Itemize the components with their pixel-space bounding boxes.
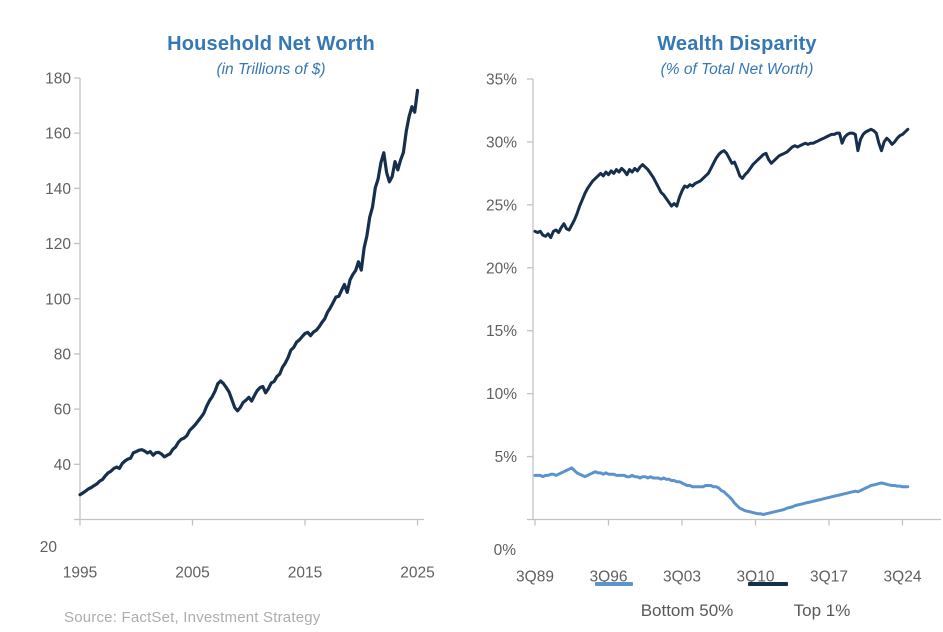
- household-net-worth-x-tick-label: 2025: [400, 565, 434, 582]
- right-chart-title: Wealth Disparity: [657, 33, 817, 55]
- wealth-disparity-x-tick-label: 3Q89: [516, 569, 554, 586]
- household-net-worth-y-tick-label: 80: [54, 346, 72, 363]
- wealth-disparity-x-tick-label: 3Q24: [884, 569, 922, 586]
- household-net-worth-x-tick-label: 2015: [288, 565, 322, 582]
- household-net-worth-y-tick-label: 140: [45, 181, 71, 198]
- wealth-disparity-y-tick-label: 25%: [486, 197, 517, 214]
- right-chart-subtitle: (% of Total Net Worth): [660, 61, 814, 78]
- wealth-disparity-x-tick-label: 3Q03: [663, 569, 701, 586]
- household-net-worth-y-tick-label: 20: [40, 539, 58, 556]
- household-net-worth-y-tick-label: 120: [45, 236, 71, 253]
- wealth-disparity-x-tick-label: 3Q17: [810, 569, 848, 586]
- household-net-worth-y-tick-label: 160: [45, 126, 71, 143]
- series-household-net-worth: [78, 88, 420, 497]
- series-bottom-50-: [533, 466, 910, 516]
- wealth-disparity-x-tick-label: 3Q10: [737, 569, 775, 586]
- left-chart-subtitle: (in Trillions of $): [216, 61, 326, 78]
- household-net-worth-x-tick-label: 1995: [63, 565, 97, 582]
- wealth-disparity-y-tick-label: 35%: [486, 72, 517, 89]
- household-net-worth-y-tick-label: 40: [54, 457, 72, 474]
- legend-line-bottom50: [595, 582, 633, 586]
- household-net-worth-y-tick-label: 180: [45, 71, 71, 88]
- legend-label-bottom50: Bottom 50%: [640, 601, 734, 620]
- household-net-worth-y-tick-label: 100: [45, 291, 71, 308]
- household-net-worth-x-tick-label: 2005: [175, 565, 209, 582]
- wealth-disparity-x-tick-label: 3Q96: [590, 569, 628, 586]
- wealth-disparity-y-tick-label: 15%: [486, 323, 517, 340]
- wealth-disparity-y-tick-label: 20%: [486, 260, 517, 277]
- wealth-disparity-y-tick-label: 30%: [486, 134, 517, 151]
- wealth-disparity-y-tick-label: 10%: [486, 386, 517, 403]
- source-note: Source: FactSet, Investment Strategy: [64, 609, 321, 626]
- wealth-disparity-y-tick-label: 0%: [494, 542, 517, 559]
- left-chart-title: Household Net Worth: [167, 33, 375, 55]
- legend-label-top1: Top 1%: [793, 601, 851, 620]
- wealth-disparity-y-tick-label: 5%: [495, 449, 518, 466]
- legend-line-top1: [748, 582, 788, 586]
- series-top-1-: [533, 127, 910, 240]
- household-net-worth-y-tick-label: 60: [54, 402, 72, 419]
